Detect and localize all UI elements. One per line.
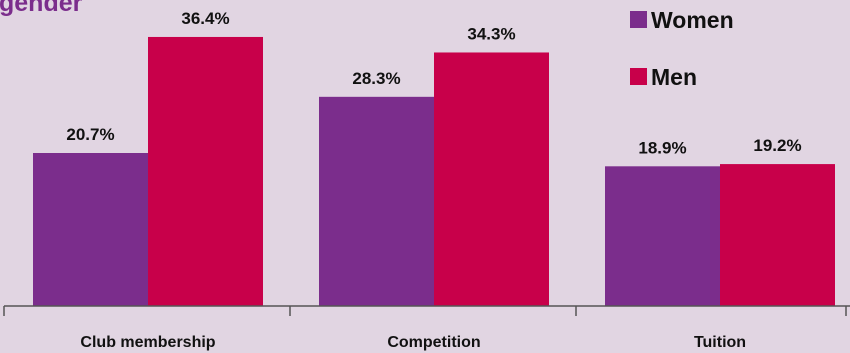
- chart-title: gender: [0, 0, 83, 17]
- value-label-women-1: 20.7%: [66, 125, 114, 144]
- legend-label-women: Women: [651, 7, 734, 33]
- bars-group: [33, 36, 835, 307]
- bar-men-1: [148, 36, 263, 307]
- legend-swatch-men: [630, 68, 647, 85]
- bar-women-2: [319, 96, 434, 307]
- legend: Women Men: [630, 7, 734, 90]
- value-label-men-1: 36.4%: [181, 9, 229, 28]
- value-label-women-3: 18.9%: [638, 138, 686, 157]
- category-label-1: Club membership: [80, 334, 215, 351]
- value-labels-group: 20.7% 36.4% 28.3% 34.3% 18.9% 19.2%: [66, 9, 801, 157]
- bar-women-1: [33, 153, 148, 306]
- value-label-women-2: 28.3%: [352, 69, 400, 88]
- x-axis: Club membership Competition Tuition: [3, 305, 850, 351]
- category-label-2: Competition: [387, 334, 480, 351]
- legend-swatch-women: [630, 11, 647, 28]
- value-label-men-2: 34.3%: [467, 24, 515, 43]
- value-label-men-3: 19.2%: [753, 136, 801, 155]
- category-label-3: Tuition: [694, 334, 746, 351]
- bar-men-3: [720, 164, 835, 306]
- legend-label-men: Men: [651, 64, 697, 90]
- bar-men-2: [434, 52, 549, 307]
- bar-women-3: [605, 166, 720, 306]
